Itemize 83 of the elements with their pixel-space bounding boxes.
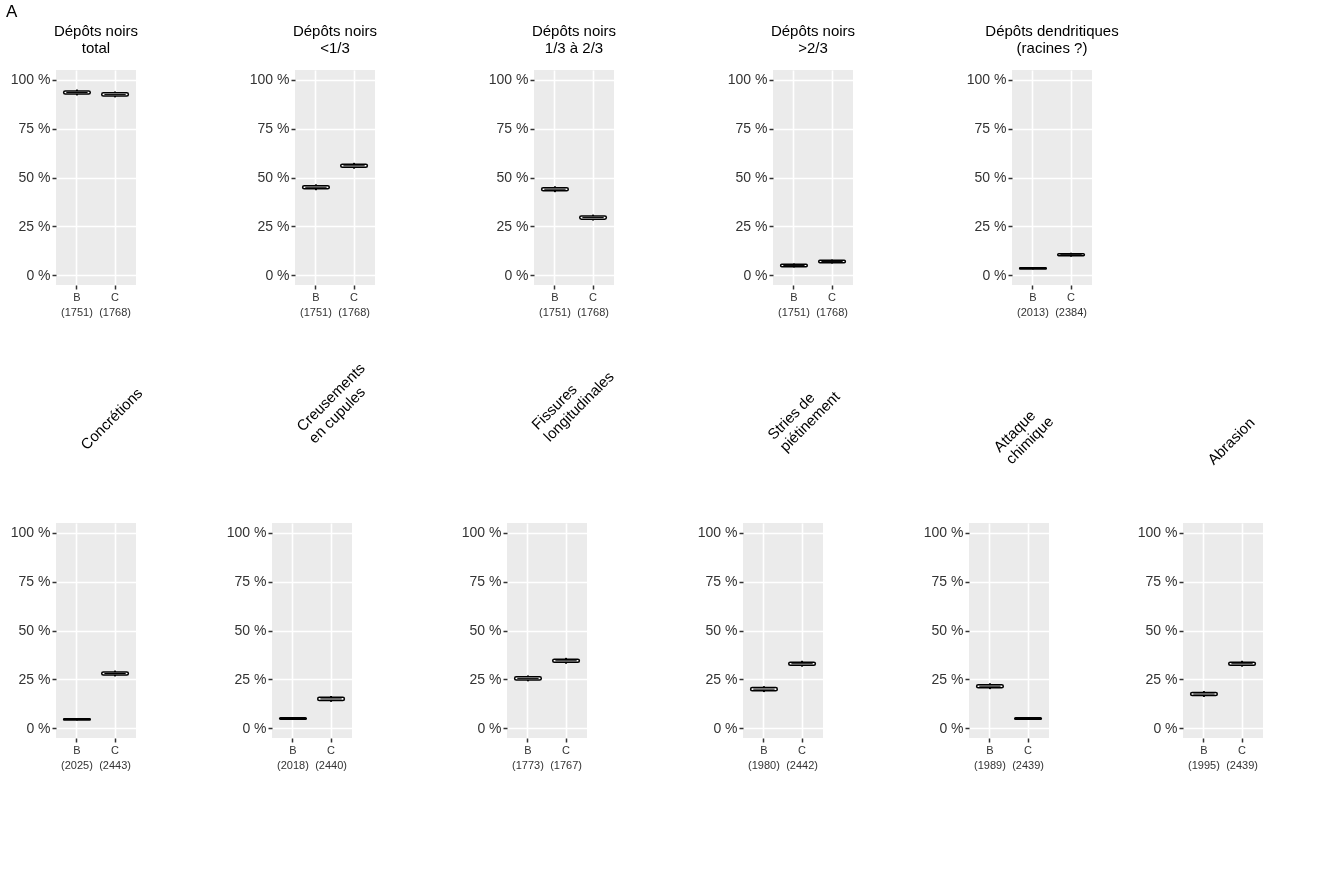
text: A <box>6 2 18 22</box>
y-tick-label: 25 % <box>705 670 738 687</box>
x-tick-label: B (2013) <box>1017 290 1049 318</box>
y-tick-label: 50 % <box>234 622 267 638</box>
y-tick-label: 50 % <box>705 622 738 638</box>
y-tick-label: 100 % <box>10 524 51 541</box>
y-tick-label: 0 % <box>743 266 768 283</box>
y-tick-label: 75 % <box>735 120 768 137</box>
y-tick-label: 75 % <box>469 573 502 590</box>
y-tick-label: 100 % <box>10 71 51 88</box>
y-tick-label: 25 % <box>469 670 502 687</box>
y-tick-label: 75 % <box>931 573 964 590</box>
x-tick-label: B (2018) <box>277 743 309 771</box>
x-tick-label: C (2440) <box>315 743 347 771</box>
y-tick-label: 50 % <box>18 622 51 638</box>
x-tick-label: B (1989) <box>974 743 1006 771</box>
y-tick-label: 25 % <box>257 217 290 234</box>
y-tick-label: 25 % <box>18 670 51 687</box>
x-tick-label: C (1768) <box>99 290 131 318</box>
x-tick-label: B (1751) <box>300 290 332 318</box>
y-tick-label: 75 % <box>234 573 267 590</box>
y-tick-label: 0 % <box>242 719 267 736</box>
x-tick-label: C (1768) <box>577 290 609 318</box>
x-tick-label: B (1995) <box>1188 743 1220 771</box>
chart-title: Dépôts noirs 1/3 à 2/3 <box>531 22 617 56</box>
y-tick-label: 75 % <box>705 573 738 590</box>
chart-title: Dépôts noirs total <box>53 22 139 56</box>
y-tick-label: 50 % <box>496 169 529 185</box>
y-tick-label: 25 % <box>18 217 51 234</box>
y-tick-label: 0 % <box>477 719 502 736</box>
y-tick-label: 0 % <box>1153 719 1178 736</box>
y-tick-label: 100 % <box>966 71 1007 88</box>
y-tick-label: 75 % <box>1145 573 1178 590</box>
chart-title: Dépôts noirs <1/3 <box>292 22 378 56</box>
y-tick-label: 50 % <box>1145 622 1178 638</box>
y-tick-label: 0 % <box>982 266 1007 283</box>
y-tick-label: 100 % <box>923 524 964 541</box>
y-tick-label: 25 % <box>931 670 964 687</box>
y-tick-label: 50 % <box>18 169 51 185</box>
y-tick-label: 50 % <box>931 622 964 638</box>
x-tick-label: B (1980) <box>748 743 780 771</box>
y-tick-label: 50 % <box>974 169 1007 185</box>
y-tick-label: 75 % <box>974 120 1007 137</box>
y-tick-label: 75 % <box>18 120 51 137</box>
y-tick-label: 100 % <box>249 71 290 88</box>
x-tick-label: B (1773) <box>512 743 544 771</box>
y-tick-label: 100 % <box>727 71 768 88</box>
y-tick-label: 25 % <box>234 670 267 687</box>
y-tick-label: 0 % <box>504 266 529 283</box>
x-tick-label: B (2025) <box>61 743 93 771</box>
y-tick-label: 100 % <box>697 524 738 541</box>
x-tick-label: C (2443) <box>99 743 131 771</box>
y-tick-label: 100 % <box>488 71 529 88</box>
y-tick-label: 25 % <box>735 217 768 234</box>
y-tick-label: 0 % <box>939 719 964 736</box>
chart-title: Dépôts noirs >2/3 <box>770 22 856 56</box>
y-tick-label: 75 % <box>18 573 51 590</box>
y-tick-label: 0 % <box>713 719 738 736</box>
y-tick-label: 0 % <box>265 266 290 283</box>
y-tick-label: 25 % <box>1145 670 1178 687</box>
y-tick-label: 100 % <box>1137 524 1178 541</box>
y-tick-label: 0 % <box>26 266 51 283</box>
y-tick-label: 50 % <box>469 622 502 638</box>
x-tick-label: C (2439) <box>1226 743 1258 771</box>
y-tick-label: 50 % <box>257 169 290 185</box>
y-tick-label: 25 % <box>496 217 529 234</box>
chart-title: Dépôts dendritiques (racines ?) <box>985 22 1119 56</box>
y-tick-label: 50 % <box>735 169 768 185</box>
x-tick-label: B (1751) <box>61 290 93 318</box>
x-tick-label: C (2439) <box>1012 743 1044 771</box>
y-tick-label: 75 % <box>257 120 290 137</box>
x-tick-label: C (1768) <box>816 290 848 318</box>
x-tick-label: C (1768) <box>338 290 370 318</box>
y-tick-label: 75 % <box>496 120 529 137</box>
x-tick-label: B (1751) <box>778 290 810 318</box>
y-tick-label: 100 % <box>461 524 502 541</box>
y-tick-label: 100 % <box>226 524 267 541</box>
x-tick-label: C (2442) <box>786 743 818 771</box>
y-tick-label: 0 % <box>26 719 51 736</box>
x-tick-label: C (1767) <box>550 743 582 771</box>
x-tick-label: B (1751) <box>539 290 571 318</box>
x-tick-label: C (2384) <box>1055 290 1087 318</box>
y-tick-label: 25 % <box>974 217 1007 234</box>
